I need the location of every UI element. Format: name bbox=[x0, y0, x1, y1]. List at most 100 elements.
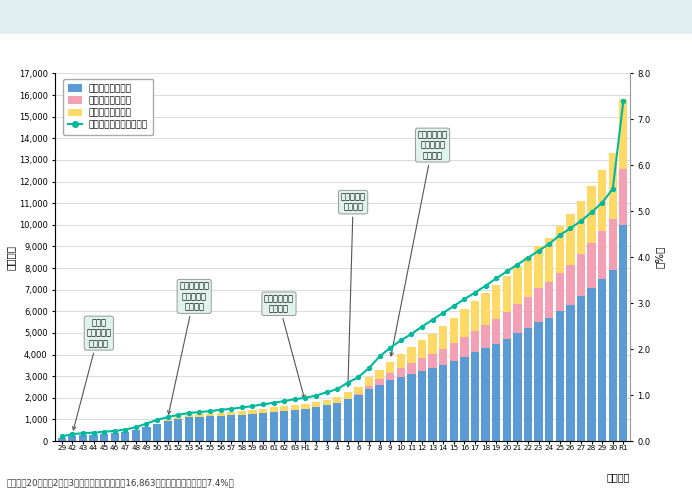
Bar bbox=[588, 243, 596, 288]
Bar bbox=[217, 413, 225, 416]
Bar bbox=[206, 414, 215, 416]
Bar bbox=[471, 301, 479, 331]
Bar bbox=[301, 404, 309, 409]
Bar bbox=[365, 389, 373, 441]
Bar bbox=[460, 309, 468, 337]
Text: 海自・空自の
航空学生に
採用開始: 海自・空自の 航空学生に 採用開始 bbox=[390, 130, 448, 356]
Bar bbox=[513, 266, 522, 303]
Bar bbox=[450, 343, 458, 361]
Bar bbox=[111, 433, 119, 441]
Text: 女性自衛官の在職者推移: 女性自衛官の在職者推移 bbox=[152, 11, 235, 24]
Bar bbox=[397, 368, 405, 377]
Bar bbox=[174, 418, 183, 441]
Bar bbox=[131, 430, 140, 441]
Bar bbox=[121, 432, 129, 441]
Bar bbox=[619, 169, 628, 225]
Bar bbox=[588, 288, 596, 441]
Bar bbox=[502, 312, 511, 339]
Bar bbox=[280, 411, 289, 441]
Bar bbox=[577, 201, 585, 254]
Bar bbox=[386, 362, 394, 373]
Bar bbox=[376, 385, 384, 441]
Bar bbox=[312, 407, 320, 441]
Bar bbox=[471, 331, 479, 352]
Bar bbox=[386, 380, 394, 441]
Bar bbox=[386, 373, 394, 380]
FancyBboxPatch shape bbox=[0, 3, 152, 31]
Text: 防医大学生に
採用開始: 防医大学生に 採用開始 bbox=[264, 294, 305, 398]
Bar bbox=[195, 414, 203, 417]
Bar bbox=[577, 296, 585, 441]
Bar bbox=[333, 403, 341, 441]
Bar bbox=[376, 379, 384, 385]
Bar bbox=[301, 409, 309, 441]
Bar bbox=[439, 326, 447, 349]
Bar bbox=[418, 370, 426, 441]
Bar bbox=[322, 405, 331, 441]
Y-axis label: （人数）: （人数） bbox=[6, 245, 16, 270]
Bar bbox=[428, 368, 437, 441]
Bar bbox=[376, 370, 384, 379]
Bar bbox=[185, 417, 193, 441]
Text: 図表IV－1－2－1: 図表IV－1－2－1 bbox=[35, 12, 104, 22]
Bar bbox=[502, 339, 511, 441]
Bar bbox=[534, 322, 543, 441]
Bar bbox=[206, 416, 215, 441]
Bar bbox=[354, 395, 363, 441]
Bar bbox=[482, 348, 490, 441]
Bar bbox=[280, 406, 289, 411]
Text: （年度）: （年度） bbox=[606, 472, 630, 482]
Bar bbox=[545, 282, 554, 318]
Bar bbox=[534, 289, 543, 322]
Bar bbox=[322, 400, 331, 405]
Bar bbox=[259, 409, 267, 413]
Bar bbox=[439, 349, 447, 365]
Bar bbox=[397, 354, 405, 368]
Bar bbox=[344, 392, 352, 399]
Bar bbox=[354, 394, 363, 395]
Bar bbox=[291, 410, 299, 441]
Bar bbox=[344, 399, 352, 441]
Bar bbox=[460, 357, 468, 441]
Bar bbox=[450, 361, 458, 441]
Bar bbox=[556, 225, 564, 273]
Bar bbox=[248, 410, 257, 414]
Bar bbox=[418, 358, 426, 370]
Text: 海自・空自の
一般職域に
採用開始: 海自・空自の 一般職域に 採用開始 bbox=[167, 281, 209, 414]
Bar bbox=[163, 420, 172, 421]
Bar bbox=[492, 318, 500, 343]
Bar bbox=[227, 412, 235, 416]
Bar bbox=[153, 424, 161, 441]
Bar bbox=[227, 416, 235, 441]
Bar bbox=[450, 318, 458, 343]
Bar bbox=[195, 417, 203, 441]
Bar bbox=[100, 434, 108, 441]
Bar bbox=[609, 220, 617, 270]
Bar bbox=[397, 377, 405, 441]
Bar bbox=[556, 273, 564, 311]
Bar bbox=[143, 427, 151, 441]
Bar bbox=[502, 276, 511, 312]
Bar bbox=[566, 214, 574, 265]
Bar bbox=[588, 186, 596, 243]
Bar bbox=[609, 153, 617, 220]
Y-axis label: （%）: （%） bbox=[655, 246, 665, 269]
Bar bbox=[482, 325, 490, 348]
Bar bbox=[408, 347, 416, 363]
Bar bbox=[408, 363, 416, 374]
Bar bbox=[545, 318, 554, 441]
Bar bbox=[609, 270, 617, 441]
Bar bbox=[482, 294, 490, 325]
Bar bbox=[163, 421, 172, 441]
Bar bbox=[598, 170, 606, 231]
Bar bbox=[439, 365, 447, 441]
Text: 陸自の
一般職域に
採用開始: 陸自の 一般職域に 採用開始 bbox=[73, 318, 111, 430]
Bar bbox=[598, 231, 606, 279]
Bar bbox=[57, 438, 66, 441]
Bar bbox=[418, 340, 426, 358]
Bar bbox=[312, 402, 320, 407]
Bar bbox=[492, 285, 500, 318]
Bar bbox=[428, 334, 437, 354]
Legend: 女性自衛官（陸）, 女性自衛官（海）, 女性自衛官（空）, 女性自衛官／自衛官総数: 女性自衛官（陸）, 女性自衛官（海）, 女性自衛官（空）, 女性自衛官／自衛官総… bbox=[63, 79, 154, 135]
Bar bbox=[598, 279, 606, 441]
